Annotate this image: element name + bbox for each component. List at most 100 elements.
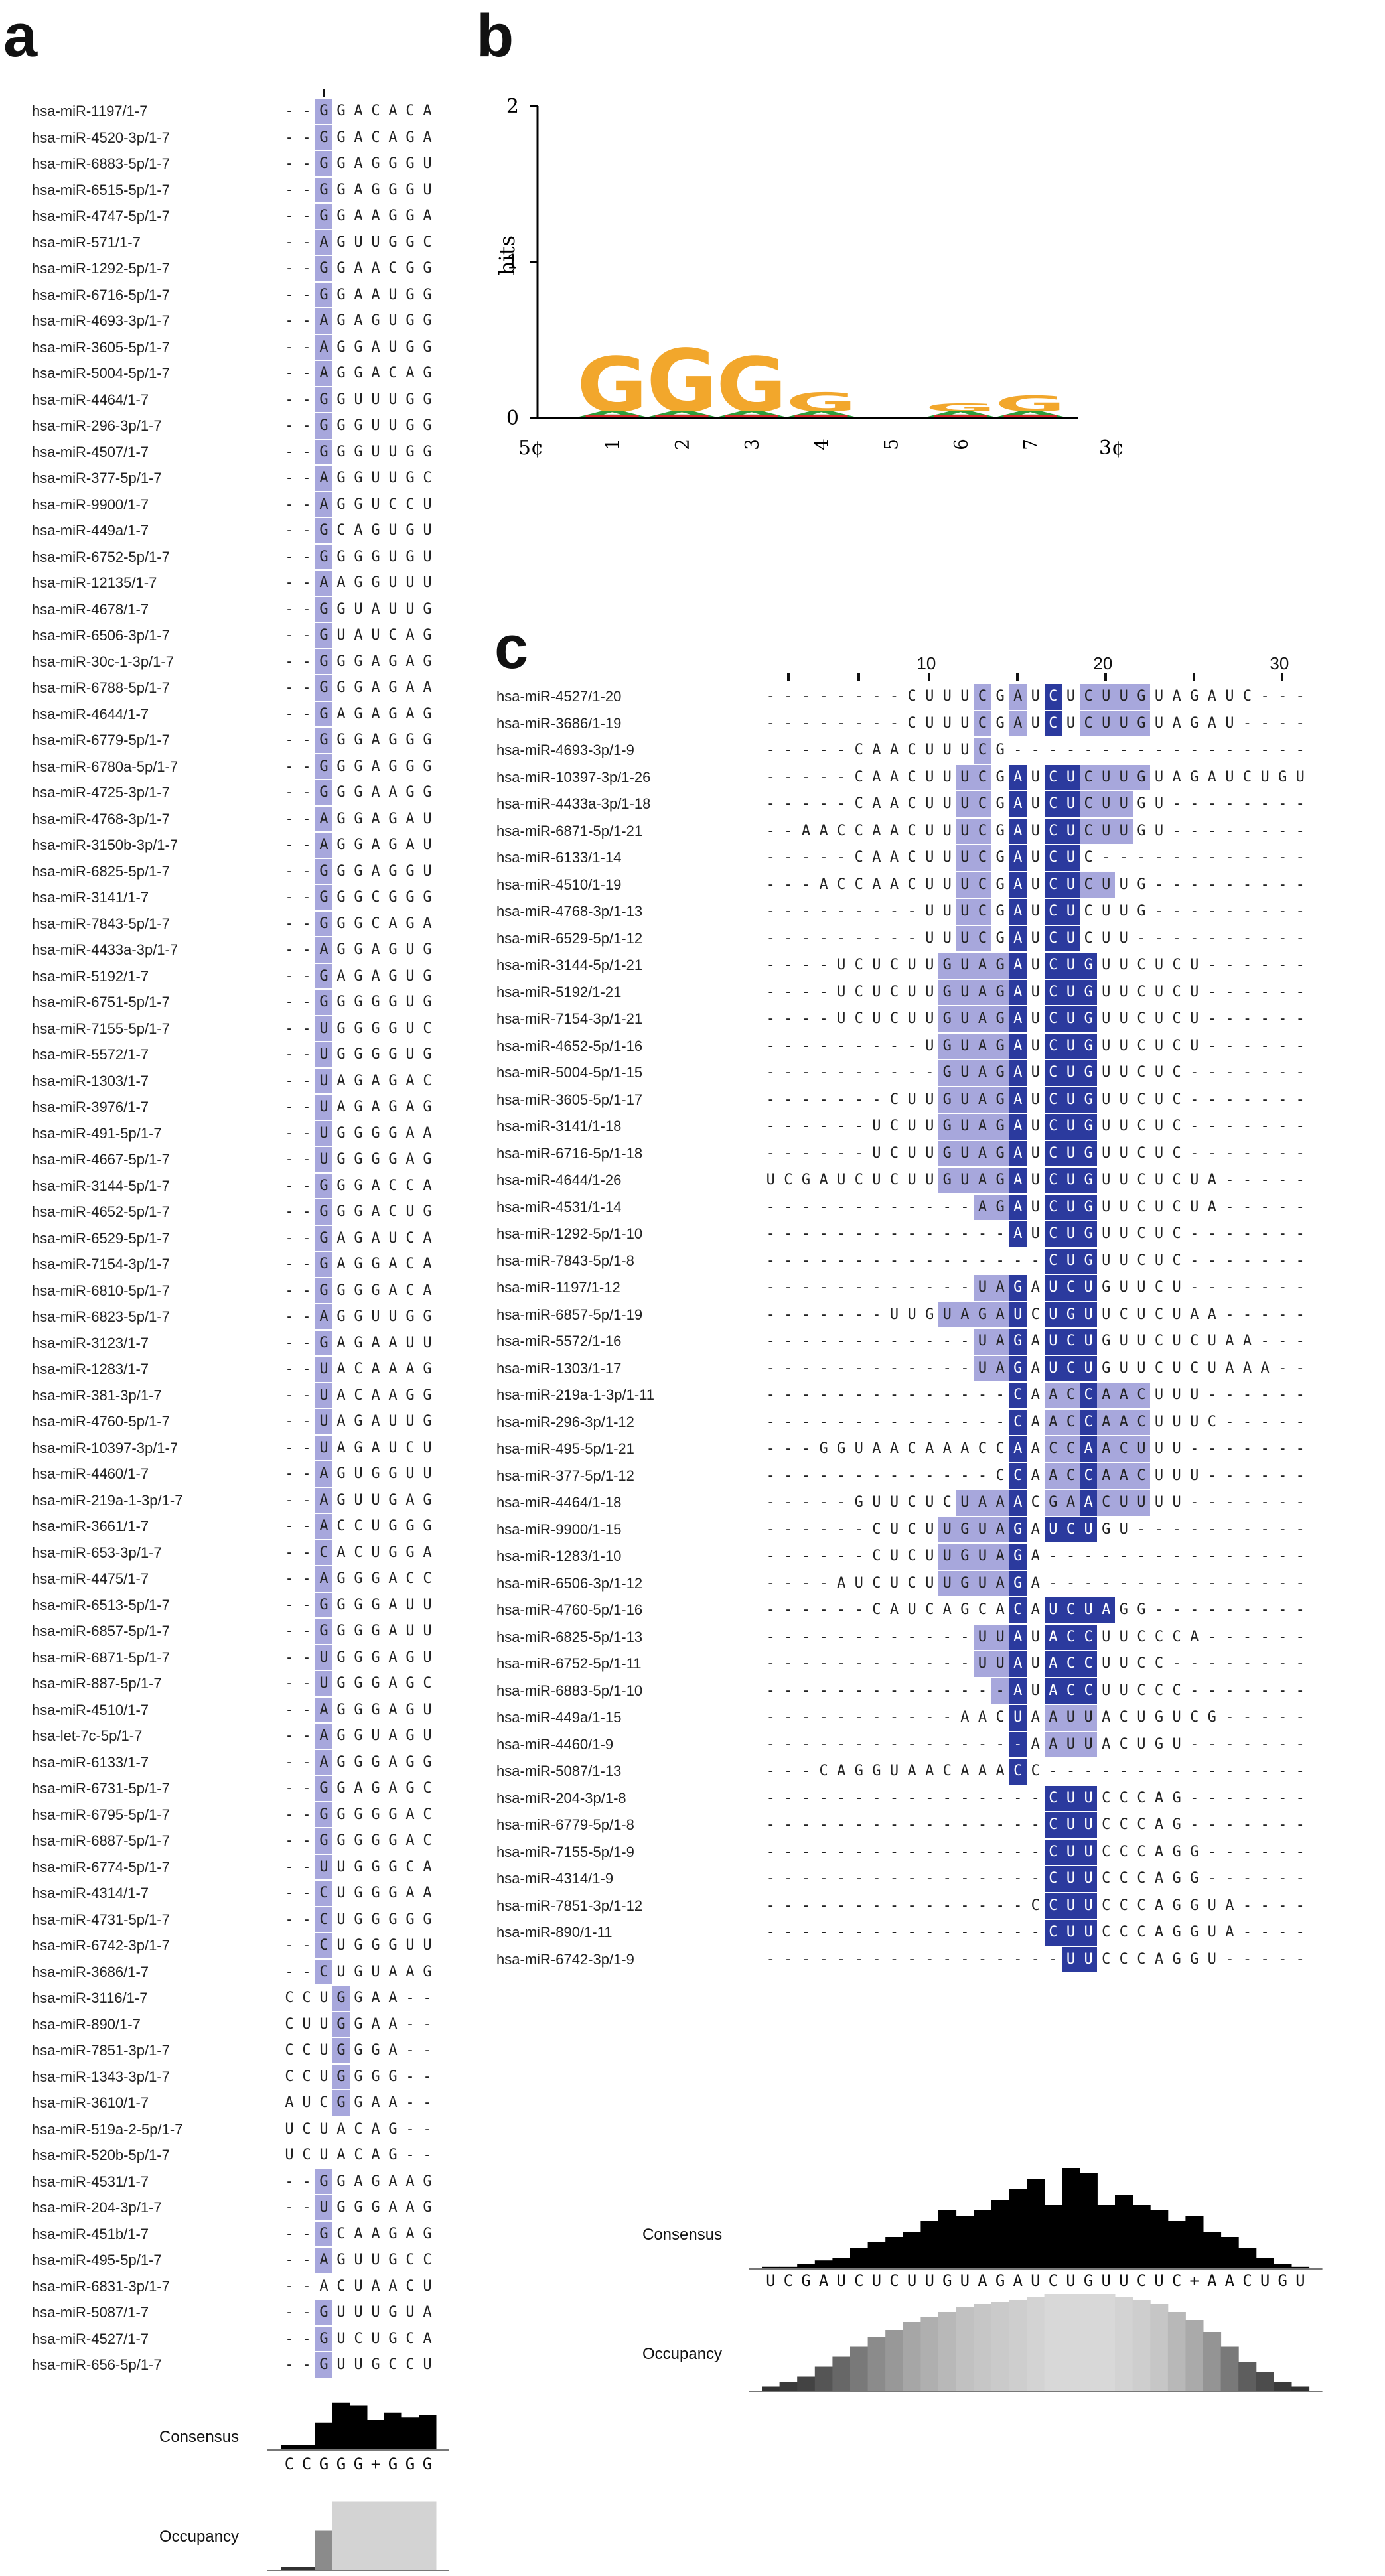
residue-cell: - [302, 1387, 311, 1404]
residue-cell: - [285, 1780, 294, 1796]
residue-cell: A [371, 2225, 380, 2242]
residue-cell: C [907, 849, 916, 866]
residue-cell: U [925, 822, 934, 839]
residue-cell: A [354, 286, 363, 303]
residue-cell: A [371, 1099, 380, 1115]
residue-cell: U [336, 1911, 346, 1928]
residue-cell: U [405, 1596, 415, 1613]
residue-cell: G [371, 575, 380, 591]
residue-cell: G [423, 1046, 432, 1063]
row-name: hsa-miR-4747-5p/1-7 [32, 208, 170, 224]
residue-cell: A [388, 1334, 398, 1351]
occupancy-bar [1185, 2320, 1204, 2392]
row-name: hsa-miR-3141/1-7 [32, 889, 149, 906]
residue-cell: - [302, 181, 311, 198]
residue-cell: - [302, 1570, 311, 1587]
residue-cell: C [1079, 764, 1098, 790]
residue-cell: - [302, 1832, 311, 1849]
alignment-row: hsa-miR-9900/1-7- - A G G U C C U [32, 492, 436, 518]
residue-cell: G [354, 1911, 363, 1928]
residue-cell: U [423, 181, 432, 198]
residue-cell: G [371, 1675, 380, 1692]
residue-cell: C [854, 795, 863, 812]
alignment-row: hsa-miR-4433a-3p/1-18- - - - - C A A C U U U C G A U C U C… [496, 791, 1309, 818]
residue-cell: A [388, 2015, 398, 2033]
residue-cell: - [405, 2147, 415, 2163]
alignment-row: hsa-miR-3686/1-7- - C U G U A A G [32, 1959, 436, 1986]
residue-cell: - [801, 688, 811, 705]
residue-cell: G [336, 1124, 346, 1142]
residue-cell: - [302, 810, 311, 827]
residue-cell: - [837, 688, 846, 705]
residue-cell: A [336, 2147, 346, 2163]
residue-cell: G [354, 1753, 363, 1771]
residue-cell: G [371, 1937, 380, 1954]
residue-cell: G [315, 1828, 332, 1854]
row-name: hsa-miR-381-3p/1-7 [32, 1387, 162, 1404]
residue-cell: G [371, 1623, 380, 1639]
residue-cell: - [423, 2015, 432, 2033]
alignment-row: hsa-miR-6825-5p/1-7- - G G G A G G U [32, 858, 436, 885]
logo-letter: G [577, 341, 648, 429]
residue-cell: A [872, 795, 881, 812]
residue-cell: C [423, 2252, 432, 2268]
occupancy-bar [814, 2366, 833, 2392]
residue-cell: G [332, 2090, 350, 2116]
residue-cell: A [336, 1072, 346, 1089]
residue-cell: - [1066, 742, 1076, 758]
residue-cell: G [423, 705, 432, 722]
consensus-letter: G [995, 2271, 1005, 2290]
residue-cell: G [336, 260, 346, 277]
row-name: hsa-miR-3144-5p/1-7 [32, 1177, 170, 1194]
residue-cell: G [336, 155, 346, 172]
alignment-row: hsa-miR-4527/1-7- - G U C U G C A [32, 2326, 436, 2352]
residue-cell: G [336, 312, 346, 329]
residue-cell: G [388, 181, 398, 198]
residue-cell: G [336, 338, 346, 356]
occupancy-bar [281, 2567, 299, 2571]
residue-cell: - [285, 653, 294, 670]
residue-cell: A [1009, 764, 1027, 790]
residue-cell: A [371, 1413, 380, 1430]
residue-cell: A [388, 915, 398, 932]
residue-cell: G [423, 889, 432, 906]
residue-cell: - [285, 1387, 294, 1404]
residue-cell: - [801, 795, 811, 812]
residue-cell: - [285, 338, 294, 356]
alignment-row: hsa-miR-6883-5p/1-7- - G G A G G G U [32, 151, 436, 177]
residue-cell: U [315, 2195, 332, 2220]
residue-cell: U [354, 1465, 363, 1482]
residue-cell: A [423, 1858, 432, 1875]
residue-cell: - [302, 2304, 311, 2321]
residue-cell: U [1154, 795, 1164, 812]
residue-cell: G [371, 155, 380, 172]
residue-cell: A [388, 1649, 398, 1666]
residue-cell: G [371, 1046, 380, 1063]
residue-cell: U [405, 1203, 415, 1220]
residue-cell: U [423, 810, 432, 827]
residue-cell: - [302, 1361, 311, 1377]
alignment-row: hsa-miR-495-5p/1-7- - A G U U G C C [32, 2247, 436, 2273]
residue-cell: - [302, 1465, 311, 1482]
residue-cell: U [925, 714, 934, 732]
row-name: hsa-miR-6513-5p/1-7 [32, 1596, 170, 1613]
consensus-bar [832, 2258, 851, 2269]
occupancy-bar [832, 2356, 851, 2392]
residue-cell: A [1009, 684, 1027, 710]
residue-cell: U [1097, 764, 1115, 790]
residue-cell: A [423, 2304, 432, 2321]
residue-cell: U [942, 795, 952, 812]
residue-cell: A [371, 600, 380, 618]
residue-cell: C [854, 876, 863, 893]
residue-cell: A [315, 308, 332, 334]
residue-cell: G [336, 1282, 346, 1299]
panel-b-label: b [476, 2, 514, 70]
residue-cell: - [1172, 849, 1181, 866]
residue-cell: G [354, 1282, 363, 1299]
residue-cell: G [336, 391, 346, 408]
residue-cell: G [388, 1544, 398, 1561]
residue-cell: G [354, 1439, 363, 1456]
residue-cell: U [942, 742, 952, 758]
